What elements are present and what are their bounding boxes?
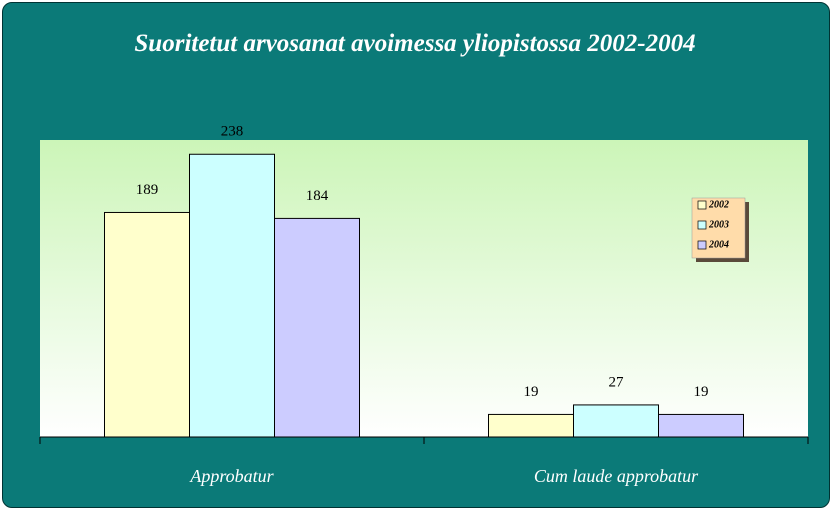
legend-label: 2003 [708,219,729,230]
data-label: 238 [221,124,244,140]
bar [658,413,744,438]
legend-swatch [697,200,707,210]
legend-label: 2002 [708,199,729,210]
legend-swatch [697,240,707,250]
bar [189,153,275,438]
legend-swatch [697,220,707,230]
data-label: 19 [524,384,539,400]
data-label: 27 [609,374,625,390]
bar [104,211,190,438]
bar [573,404,659,438]
data-label: 189 [136,182,159,198]
legend-label: 2004 [708,239,729,250]
bar [274,217,360,438]
x-tick-label: Approbatur [189,466,274,486]
data-label: 184 [306,188,329,204]
bar [488,413,574,438]
x-tick-label: Cum laude approbatur [534,466,699,486]
data-label: 19 [694,384,709,400]
chart-title: Suoritetut arvosanat avoimessa yliopisto… [134,30,696,57]
